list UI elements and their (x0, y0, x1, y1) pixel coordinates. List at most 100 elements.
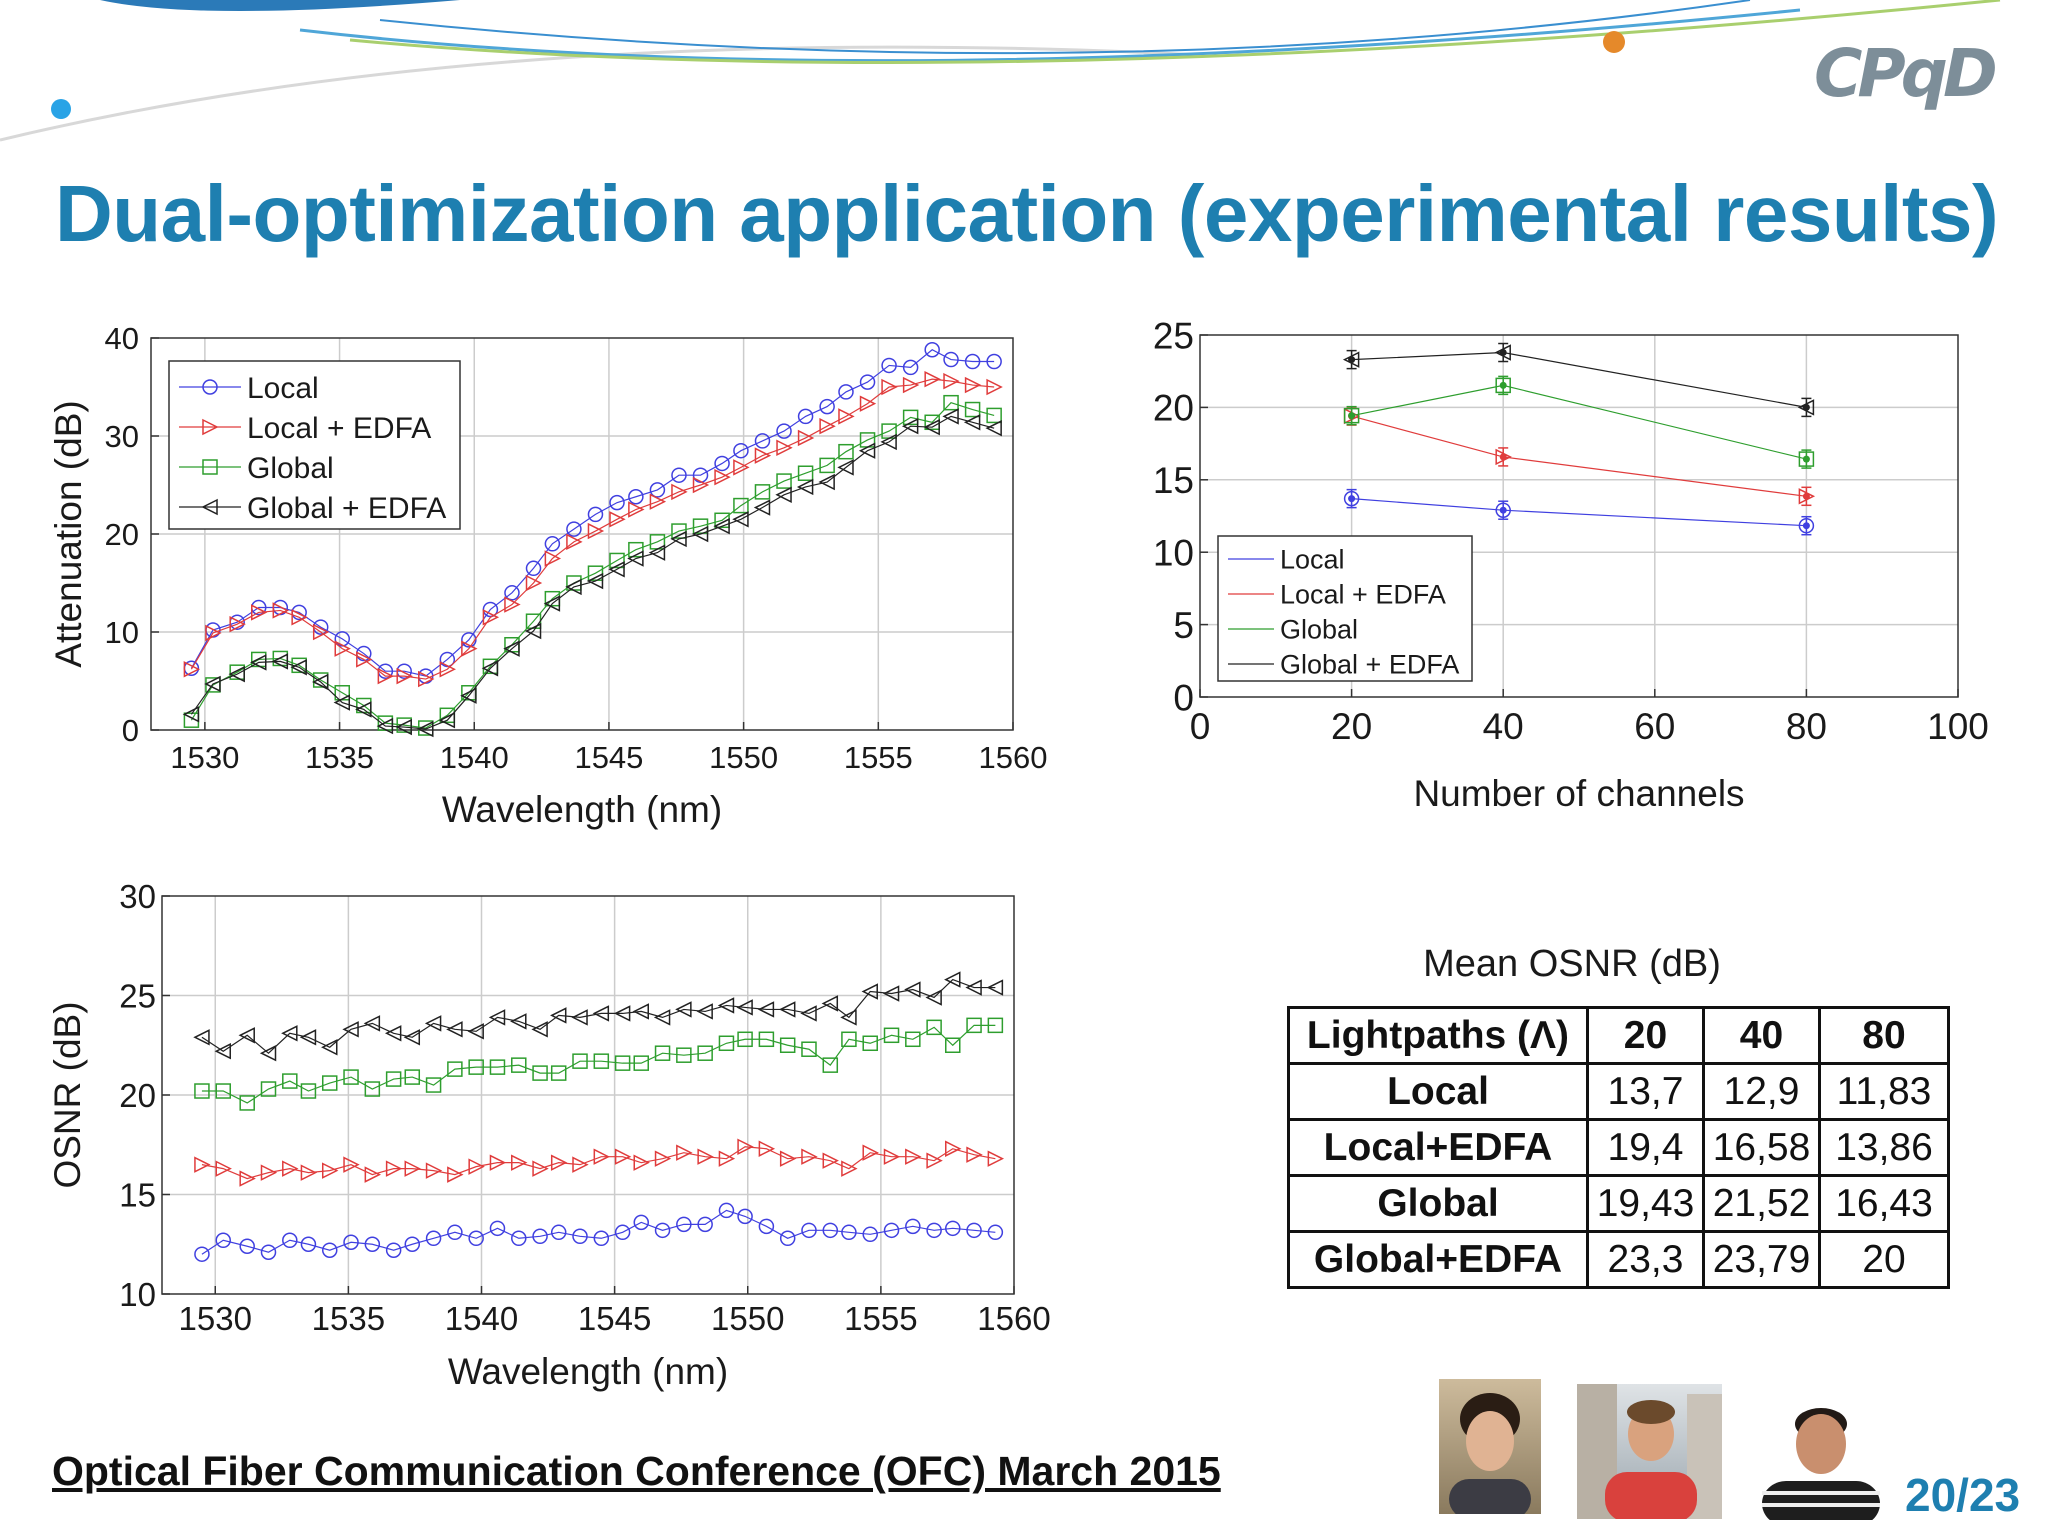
table-cell: 16,58 (1702, 1118, 1821, 1177)
data-point (1798, 451, 1815, 467)
data-point (300, 1236, 317, 1252)
data-point (425, 1077, 442, 1093)
x-tick-label: 80 (1786, 706, 1827, 747)
data-point (587, 506, 604, 523)
logo-text: CPqD (1814, 35, 1995, 110)
data-point (593, 1148, 610, 1165)
data-point (215, 1232, 231, 1249)
data-point (214, 1043, 231, 1060)
data-point (204, 675, 221, 693)
data-point (503, 640, 520, 657)
data-point (300, 1164, 318, 1181)
data-point (572, 1228, 588, 1245)
data-point (425, 1230, 442, 1247)
data-point (841, 1160, 858, 1177)
data-point (648, 544, 666, 561)
y-tick-label: 10 (105, 615, 139, 650)
data-point (676, 1216, 692, 1233)
x-tick-label: 60 (1634, 706, 1675, 747)
data-point (718, 1035, 735, 1052)
series-local-edfa (194, 1138, 1005, 1187)
data-point (713, 517, 730, 535)
data-point (986, 378, 1003, 396)
data-point (355, 701, 372, 718)
table-cell: 20 (1818, 1230, 1950, 1289)
legend-marker (202, 379, 218, 395)
data-point (614, 1055, 631, 1071)
data-point (543, 595, 561, 612)
y-tick-label: 20 (105, 517, 139, 552)
data-point (733, 497, 749, 514)
data-point (376, 717, 394, 735)
data-point (550, 1065, 567, 1081)
data-point (468, 1158, 485, 1175)
legend-label: Global + EDFA (1280, 650, 1459, 680)
data-point (964, 401, 981, 418)
data-point (943, 394, 959, 411)
data-point (737, 1138, 754, 1155)
data-point (902, 409, 919, 426)
data-point (300, 1083, 317, 1099)
data-point (628, 501, 645, 518)
series-local-edfa (183, 370, 1003, 688)
data-point (822, 1057, 839, 1073)
data-point (923, 418, 940, 436)
data-point (880, 433, 897, 451)
data-point (215, 1083, 231, 1099)
data-point-center (1499, 349, 1507, 357)
data-point (385, 1071, 402, 1087)
y-tick-label: 15 (1153, 460, 1194, 501)
row-label: Global+EDFA (1287, 1230, 1589, 1289)
data-point (609, 552, 625, 569)
legend-label: Local + EDFA (1280, 580, 1446, 610)
data-point (592, 1005, 610, 1022)
data-point (272, 602, 289, 619)
y-tick-label: 25 (119, 977, 156, 1014)
data-point (653, 1009, 671, 1026)
data-point (801, 1041, 817, 1057)
data-point (321, 1162, 339, 1179)
data-point (942, 408, 959, 425)
series-global-edfa (193, 971, 1004, 1062)
table-cell: 12,9 (1702, 1062, 1821, 1121)
data-point (987, 1150, 1005, 1167)
data-point (883, 1148, 901, 1165)
data-point (438, 711, 456, 729)
data-point (858, 442, 876, 459)
data-point (737, 1208, 753, 1225)
data-point (404, 1160, 421, 1177)
data-point (671, 523, 687, 539)
table-cell: 13,7 (1586, 1062, 1705, 1121)
data-point (926, 1222, 942, 1239)
legend-label: Global (1280, 615, 1358, 645)
author-photo-2 (1577, 1384, 1722, 1519)
data-point (239, 1170, 256, 1187)
data-point (757, 1001, 775, 1018)
data-point (525, 560, 542, 577)
data-point (840, 1009, 857, 1026)
header-cell: 20 (1586, 1006, 1705, 1065)
data-point (944, 971, 961, 988)
data-point (901, 417, 919, 435)
data-point (1495, 377, 1511, 394)
data-point (737, 1031, 753, 1048)
plot-frame (1199, 334, 1959, 698)
data-point (754, 447, 772, 464)
data-point (183, 661, 201, 678)
data-point (238, 1027, 255, 1044)
data-point (758, 1031, 775, 1048)
data-point (586, 572, 604, 590)
data-point (797, 465, 814, 481)
data-point (396, 667, 413, 685)
data-point (194, 1156, 211, 1173)
data-point (862, 1144, 879, 1161)
data-point (924, 370, 941, 388)
data-point (587, 522, 605, 540)
data-point (461, 640, 478, 657)
data-point (779, 1150, 797, 1167)
data-point (613, 1005, 631, 1022)
data-point (943, 372, 960, 390)
